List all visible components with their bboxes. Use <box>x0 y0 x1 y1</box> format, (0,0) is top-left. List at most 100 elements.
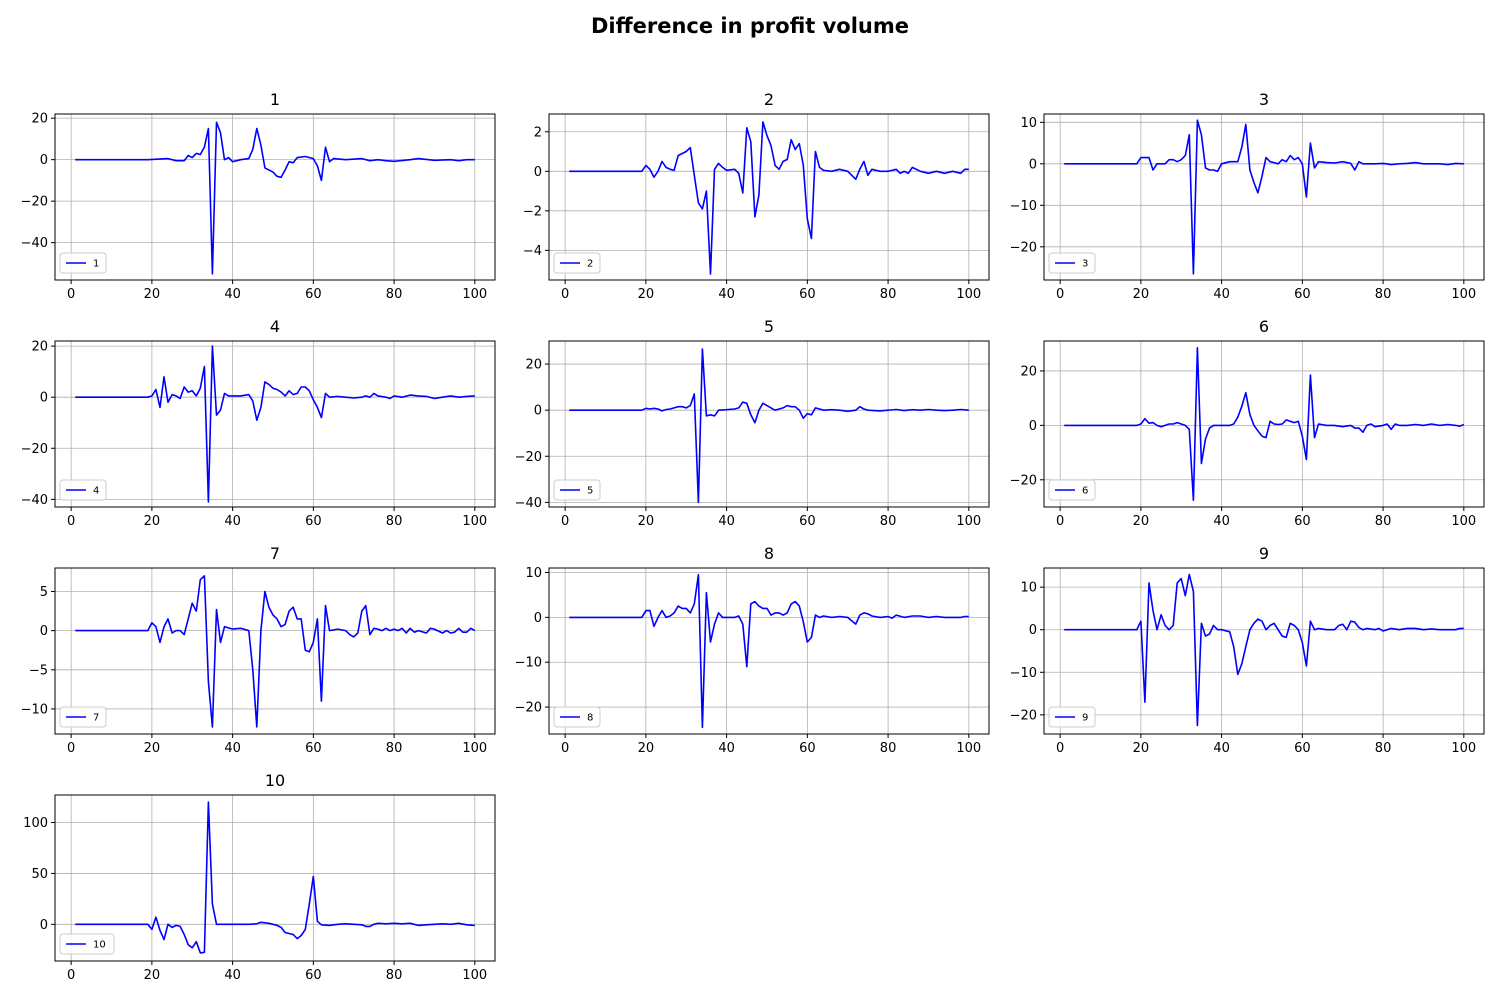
y-tick-label: −10 <box>515 656 542 671</box>
legend-label: 7 <box>93 713 99 724</box>
y-tick-label: −20 <box>1010 473 1037 488</box>
legend-label: 10 <box>93 940 106 951</box>
x-tick-label: 80 <box>880 287 897 302</box>
y-tick-label: 0 <box>1029 419 1037 434</box>
subplot-1: 0 20 40 60 80 100 −40 −20 0 20 1 1 <box>21 90 496 302</box>
y-tick-label: −20 <box>21 442 48 457</box>
subplot-10: 0 20 40 60 80 100 0 50 100 10 10 <box>23 771 496 983</box>
y-tick-label: 50 <box>31 867 48 882</box>
y-tick-label: 0 <box>534 165 542 180</box>
y-tick-label: 0 <box>534 611 542 626</box>
y-tick-label: −40 <box>21 493 48 508</box>
legend-box <box>59 933 115 955</box>
x-tick-label: 0 <box>1056 514 1064 529</box>
y-tick-label: 20 <box>525 358 542 373</box>
x-tick-label: 0 <box>561 741 569 756</box>
figure-title: Difference in profit volume <box>590 14 909 38</box>
x-tick-label: 80 <box>1375 741 1392 756</box>
y-tick-label: −5 <box>29 663 48 678</box>
x-tick-label: 20 <box>1133 514 1150 529</box>
y-tick-label: −20 <box>515 450 542 465</box>
axes-frame <box>54 113 496 281</box>
y-tick-label: 0 <box>40 918 48 933</box>
x-tick-label: 80 <box>1375 514 1392 529</box>
subplot-4: 0 20 40 60 80 100 −40 −20 0 20 4 4 <box>21 317 496 529</box>
x-tick-label: 100 <box>956 514 981 529</box>
y-tick-label: 0 <box>1029 157 1037 172</box>
y-tick-label: 20 <box>31 340 48 355</box>
y-tick-label: 0 <box>534 404 542 419</box>
y-tick-label: 0 <box>40 391 48 406</box>
subplot-7: 0 20 40 60 80 100 −10 −5 0 5 7 7 <box>21 544 496 756</box>
x-tick-label: 60 <box>305 514 322 529</box>
y-tick-label: 10 <box>1020 581 1037 596</box>
series-line-5 <box>569 348 969 504</box>
series-line-9 <box>1064 573 1464 727</box>
x-tick-label: 100 <box>462 287 487 302</box>
x-tick-label: 40 <box>1213 514 1230 529</box>
y-tick-label: −20 <box>1010 708 1037 723</box>
x-tick-label: 0 <box>67 514 75 529</box>
x-tick-label: 60 <box>1294 741 1311 756</box>
y-tick-label: −40 <box>21 236 48 251</box>
subplot-6: 0 20 40 60 80 100 −20 0 20 6 6 <box>1010 317 1485 529</box>
axes-frame <box>54 567 496 735</box>
legend-label: 4 <box>93 486 99 497</box>
x-tick-label: 40 <box>718 514 735 529</box>
y-tick-label: −20 <box>1010 240 1037 255</box>
y-tick-label: −20 <box>21 195 48 210</box>
x-tick-label: 60 <box>1294 514 1311 529</box>
y-tick-label: 0 <box>1029 623 1037 638</box>
subplot-title: 5 <box>764 317 774 336</box>
subplot-title: 9 <box>1259 544 1269 563</box>
axes-frame <box>548 567 990 735</box>
y-tick-label: 0 <box>40 153 48 168</box>
x-tick-label: 80 <box>880 741 897 756</box>
y-tick-label: 0 <box>40 624 48 639</box>
x-tick-label: 60 <box>305 287 322 302</box>
x-tick-label: 20 <box>144 741 161 756</box>
axes-frame <box>1043 340 1485 508</box>
y-tick-label: 5 <box>40 585 48 600</box>
x-tick-label: 60 <box>305 968 322 983</box>
x-tick-label: 100 <box>956 287 981 302</box>
x-tick-label: 100 <box>1451 741 1476 756</box>
axes-frame <box>1043 113 1485 281</box>
legend-label: 5 <box>587 486 593 497</box>
series-line-1 <box>75 121 475 275</box>
x-tick-label: 60 <box>305 741 322 756</box>
x-tick-label: 0 <box>1056 287 1064 302</box>
x-tick-label: 0 <box>561 514 569 529</box>
subplot-2: 0 20 40 60 80 100 −4 −2 0 2 2 2 <box>523 90 990 302</box>
subplot-title: 1 <box>270 90 280 109</box>
subplot-title: 6 <box>1259 317 1269 336</box>
x-tick-label: 100 <box>956 741 981 756</box>
subplot-3: 0 20 40 60 80 100 −20 −10 0 10 3 3 <box>1010 90 1485 302</box>
axes-frame <box>548 340 990 508</box>
x-tick-label: 100 <box>462 741 487 756</box>
x-tick-label: 40 <box>718 741 735 756</box>
x-tick-label: 100 <box>462 968 487 983</box>
x-tick-label: 40 <box>1213 741 1230 756</box>
x-tick-label: 40 <box>224 287 241 302</box>
axes-frame <box>54 340 496 508</box>
x-tick-label: 0 <box>67 968 75 983</box>
series-line-8 <box>569 573 969 729</box>
legend-label: 9 <box>1082 713 1088 724</box>
subplot-9: 0 20 40 60 80 100 −20 −10 0 10 9 9 <box>1010 544 1485 756</box>
x-tick-label: 60 <box>799 741 816 756</box>
x-tick-label: 60 <box>1294 287 1311 302</box>
x-tick-label: 20 <box>638 287 655 302</box>
x-tick-label: 80 <box>386 514 403 529</box>
subplot-5: 0 20 40 60 80 100 −40 −20 0 20 5 5 <box>515 317 990 529</box>
legend-label: 8 <box>587 713 593 724</box>
x-tick-label: 20 <box>1133 741 1150 756</box>
x-tick-label: 100 <box>462 514 487 529</box>
subplot-title: 10 <box>265 771 285 790</box>
series-line-3 <box>1064 119 1464 275</box>
x-tick-label: 80 <box>386 741 403 756</box>
x-tick-label: 0 <box>1056 741 1064 756</box>
x-tick-label: 20 <box>144 514 161 529</box>
axes-frame <box>548 113 990 281</box>
subplot-title: 4 <box>270 317 280 336</box>
